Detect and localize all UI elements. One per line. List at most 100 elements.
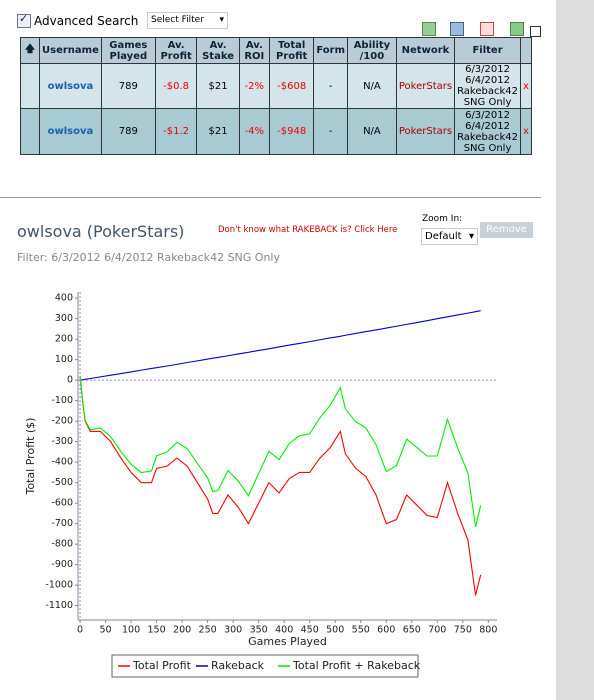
column-header[interactable]: Network [395,37,456,64]
column-header[interactable]: Av. ROI [238,37,270,64]
x-tick-label: 300 [224,625,242,636]
y-tick-label: 0 [67,375,73,386]
table-row: owlsova 789 -$1.2 $21 -4% -$948- N/A PokerStars… [20,108,532,155]
remove-button[interactable]: Remove [480,222,533,238]
column-header[interactable]: Av. Profit [154,37,198,64]
y-tick-label: -1100 [45,600,73,611]
x-tick-label: 650 [403,625,421,636]
cell: - [313,63,349,109]
cell: N/A [347,63,397,109]
y-tick-label: -900 [51,559,73,570]
cell: N/A [347,108,397,155]
cell: $21 [196,108,240,155]
cell: -$608 [268,63,315,109]
cell: PokerStars [395,108,456,155]
series-line [79,310,481,381]
series-line [79,375,482,596]
table-row: owlsova 789 -$0.8 $21 -2% -$608- N/A PokerStars… [20,63,532,109]
filter-select[interactable]: Select Filter ▾ [147,12,228,29]
cell: - [313,108,349,155]
cell: 789 [100,108,156,155]
x-tick-label: 750 [454,625,472,636]
icon[interactable] [510,22,524,36]
x-tick-label: 250 [199,625,217,636]
section-title: owlsova (PokerStars) [17,222,185,241]
zoom-label: Zoom In: [422,214,463,224]
icon[interactable] [480,22,494,36]
icon[interactable] [450,22,464,36]
y-tick-label: -100 [51,395,73,406]
cell: 6/3/2012 6/4/2012 Rakeback42 SNG Only [454,108,522,155]
remove-x[interactable]: x [520,108,532,155]
cell: -4% [238,108,270,155]
y-tick-label: 100 [55,354,73,365]
y-tick-label: -200 [51,416,73,427]
cell: 789 [100,63,156,109]
cell: -2% [238,63,270,109]
x-tick-label: 350 [250,625,268,636]
stats-table: 🡅 Username Games Played Av. Profit Av. Stake… [20,37,532,155]
x-tick-label: 0 [77,625,83,636]
y-tick-label: -1000 [45,580,73,591]
column-header[interactable]: Filter [454,37,522,64]
x-tick-label: 550 [352,625,370,636]
cell: 6/3/2012 6/4/2012 Rakeback42 SNG Only [454,63,522,109]
x-tick-label: 150 [148,625,166,636]
remove-x[interactable]: x [520,63,532,109]
cell: -$0.8 [154,63,198,109]
x-axis-label: Games Played [248,635,327,648]
zoom-select-text: Default [425,231,462,242]
username-link[interactable]: owlsova [39,108,102,155]
column-header[interactable]: Av. Stake [196,37,240,64]
side-strip [556,0,594,700]
y-tick-label: 300 [55,313,73,324]
y-tick-label: -800 [51,539,73,550]
header-cell [520,37,532,64]
icon[interactable] [530,26,541,37]
y-tick-label: 400 [55,293,73,304]
y-tick-label: -700 [51,518,73,529]
checkbox[interactable]: ✓ [17,12,31,28]
cell: PokerStars [395,63,456,109]
legend-label: Total Profit + Rakeback [292,659,421,672]
username-link[interactable]: owlsova [39,63,102,109]
sort-arrow[interactable]: 🡅 [20,37,40,64]
filter-select-text: Select Filter [151,15,204,25]
checkbox-label: Advanced Search [34,14,139,28]
filter-text: Filter: 6/3/2012 6/4/2012 Rakeback42 SNG… [17,251,281,264]
y-tick-label: 200 [55,334,73,345]
x-tick-label: 800 [479,625,497,636]
y-axis-label: Total Profit ($) [24,418,37,496]
x-tick-label: 100 [122,625,140,636]
x-tick-label: 50 [100,625,112,636]
column-header[interactable]: Form [313,37,349,64]
zoom-select[interactable]: Default ▾ [421,228,478,245]
y-tick-label: -400 [51,457,73,468]
x-tick-label: 700 [428,625,446,636]
column-header[interactable]: Total Profit [268,37,315,64]
column-header[interactable]: Username [39,37,102,64]
cell: -$948 [268,108,315,155]
x-tick-label: 400 [275,625,293,636]
cell [20,63,40,109]
x-tick-label: 450 [301,625,319,636]
chart: -1100-1000-900-800-700-600-500-400-300-2… [24,292,497,678]
cell [20,108,40,155]
column-header[interactable]: Games Played [100,37,156,64]
column-header[interactable]: Ability /100 [347,37,397,64]
separator [0,197,541,198]
x-tick-label: 500 [326,625,344,636]
y-tick-label: -600 [51,498,73,509]
legend-box [111,654,419,678]
y-tick-label: -500 [51,477,73,488]
series-line [79,375,482,528]
cell: -$1.2 [154,108,198,155]
rakeback-link[interactable]: Don't know what RAKEBACK is? Click Here [218,225,398,235]
icon[interactable] [422,22,436,36]
legend-label: Total Profit [132,659,192,672]
x-tick-label: 600 [377,625,395,636]
cell: $21 [196,63,240,109]
x-tick-label: 200 [173,625,191,636]
legend-label: Rakeback [211,659,265,672]
